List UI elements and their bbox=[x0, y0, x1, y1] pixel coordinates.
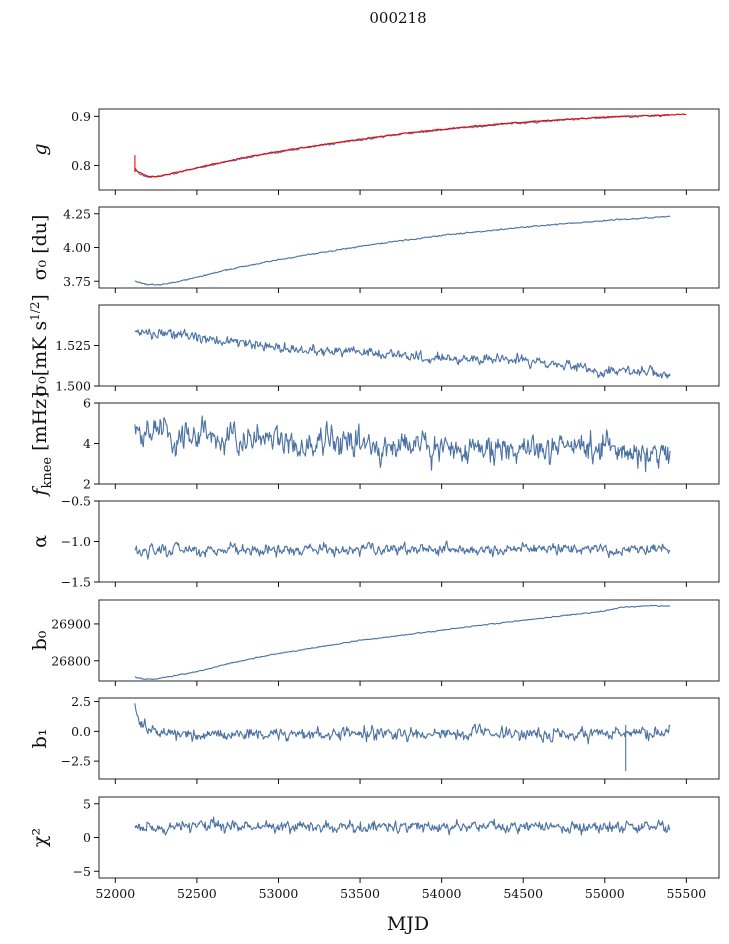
y-axis-label: σ₀ [du] bbox=[29, 215, 51, 281]
series-alpha bbox=[134, 540, 671, 560]
y-tick-label: 5 bbox=[83, 796, 91, 811]
figure-title: 000218 bbox=[369, 9, 426, 27]
y-axis-label: α bbox=[29, 535, 51, 548]
y-tick-label: 4.25 bbox=[63, 206, 91, 221]
y-tick-label: 2 bbox=[83, 477, 91, 492]
y-tick-label: −0.5 bbox=[61, 494, 91, 509]
y-tick-label: 26900 bbox=[51, 616, 91, 631]
series-sigma0-mK bbox=[134, 328, 671, 379]
panel-sigma0-du: 3.75 4.00 4.25 σ₀ [du] bbox=[29, 206, 720, 293]
panel-sigma0-mK: 1.500 1.525 σ₀[mK s1/2] bbox=[28, 294, 720, 397]
y-axis-label: b₀ bbox=[29, 630, 51, 650]
panel-frame bbox=[98, 697, 720, 780]
panel-b1: −2.5 0.0 2.5 b₁ bbox=[29, 694, 720, 784]
y-axis-label: fknee [mHz] bbox=[29, 391, 55, 497]
y-axis-label: χ² bbox=[29, 828, 51, 847]
x-tick-label: 52500 bbox=[177, 886, 217, 901]
x-axis-label: MJD bbox=[387, 913, 429, 935]
y-tick-label: 0 bbox=[83, 830, 91, 845]
series-b1 bbox=[134, 703, 671, 772]
x-tick-label: 54500 bbox=[503, 886, 543, 901]
series-chi2 bbox=[134, 816, 671, 836]
y-tick-label: 2.5 bbox=[71, 694, 91, 709]
panels: 0.8 0.9 g 3.75 4.00 4.25 σ₀ [du] 1.500 1.525 σ₀[m… bbox=[28, 108, 720, 901]
y-tick-label: 0.0 bbox=[71, 724, 91, 739]
y-axis-label: g bbox=[29, 143, 51, 155]
panel-frame bbox=[98, 108, 720, 191]
series-sigma0 bbox=[134, 215, 671, 286]
y-tick-label: 26800 bbox=[51, 653, 91, 668]
y-tick-label: 6 bbox=[83, 396, 91, 411]
panel-frame bbox=[98, 304, 720, 387]
series-fknee bbox=[134, 415, 671, 473]
x-tick-label: 55000 bbox=[585, 886, 625, 901]
y-tick-label: −2.5 bbox=[61, 754, 91, 769]
y-tick-label: 3.75 bbox=[63, 274, 91, 289]
x-tick-label: 53500 bbox=[340, 886, 380, 901]
x-tick-label: 54000 bbox=[422, 886, 462, 901]
panel-frame bbox=[98, 599, 720, 682]
panel-frame bbox=[98, 500, 720, 583]
panel-chi2: −5 0 5 52000 52500 53000 53500 54000 54500 55000 5… bbox=[29, 796, 720, 901]
y-axis-label: b₁ bbox=[29, 729, 51, 749]
y-tick-label: 1.525 bbox=[55, 338, 91, 353]
y-tick-label: 4 bbox=[83, 436, 91, 451]
y-tick-label: −1.0 bbox=[61, 534, 91, 549]
y-axis-label: σ₀[mK s1/2] bbox=[28, 294, 51, 397]
panel-fknee: 2 4 6 fknee [mHz] bbox=[29, 391, 720, 498]
series-g bbox=[134, 114, 671, 179]
series-b0 bbox=[134, 604, 671, 680]
panel-alpha: −1.5 −1.0 −0.5 α bbox=[29, 494, 720, 590]
y-tick-label: 4.00 bbox=[63, 240, 91, 255]
panel-frame bbox=[98, 796, 720, 879]
y-tick-label: 0.8 bbox=[71, 158, 91, 173]
x-tick-label: 55500 bbox=[666, 886, 706, 901]
y-tick-label: −5 bbox=[73, 864, 91, 879]
y-tick-label: −1.5 bbox=[61, 575, 91, 590]
x-tick-label: 53000 bbox=[259, 886, 299, 901]
y-tick-label: 0.9 bbox=[71, 109, 91, 124]
panel-g: 0.8 0.9 g bbox=[29, 108, 720, 195]
series-g-model bbox=[134, 113, 687, 178]
y-tick-label: 1.500 bbox=[55, 379, 91, 394]
x-tick-label: 52000 bbox=[95, 886, 135, 901]
